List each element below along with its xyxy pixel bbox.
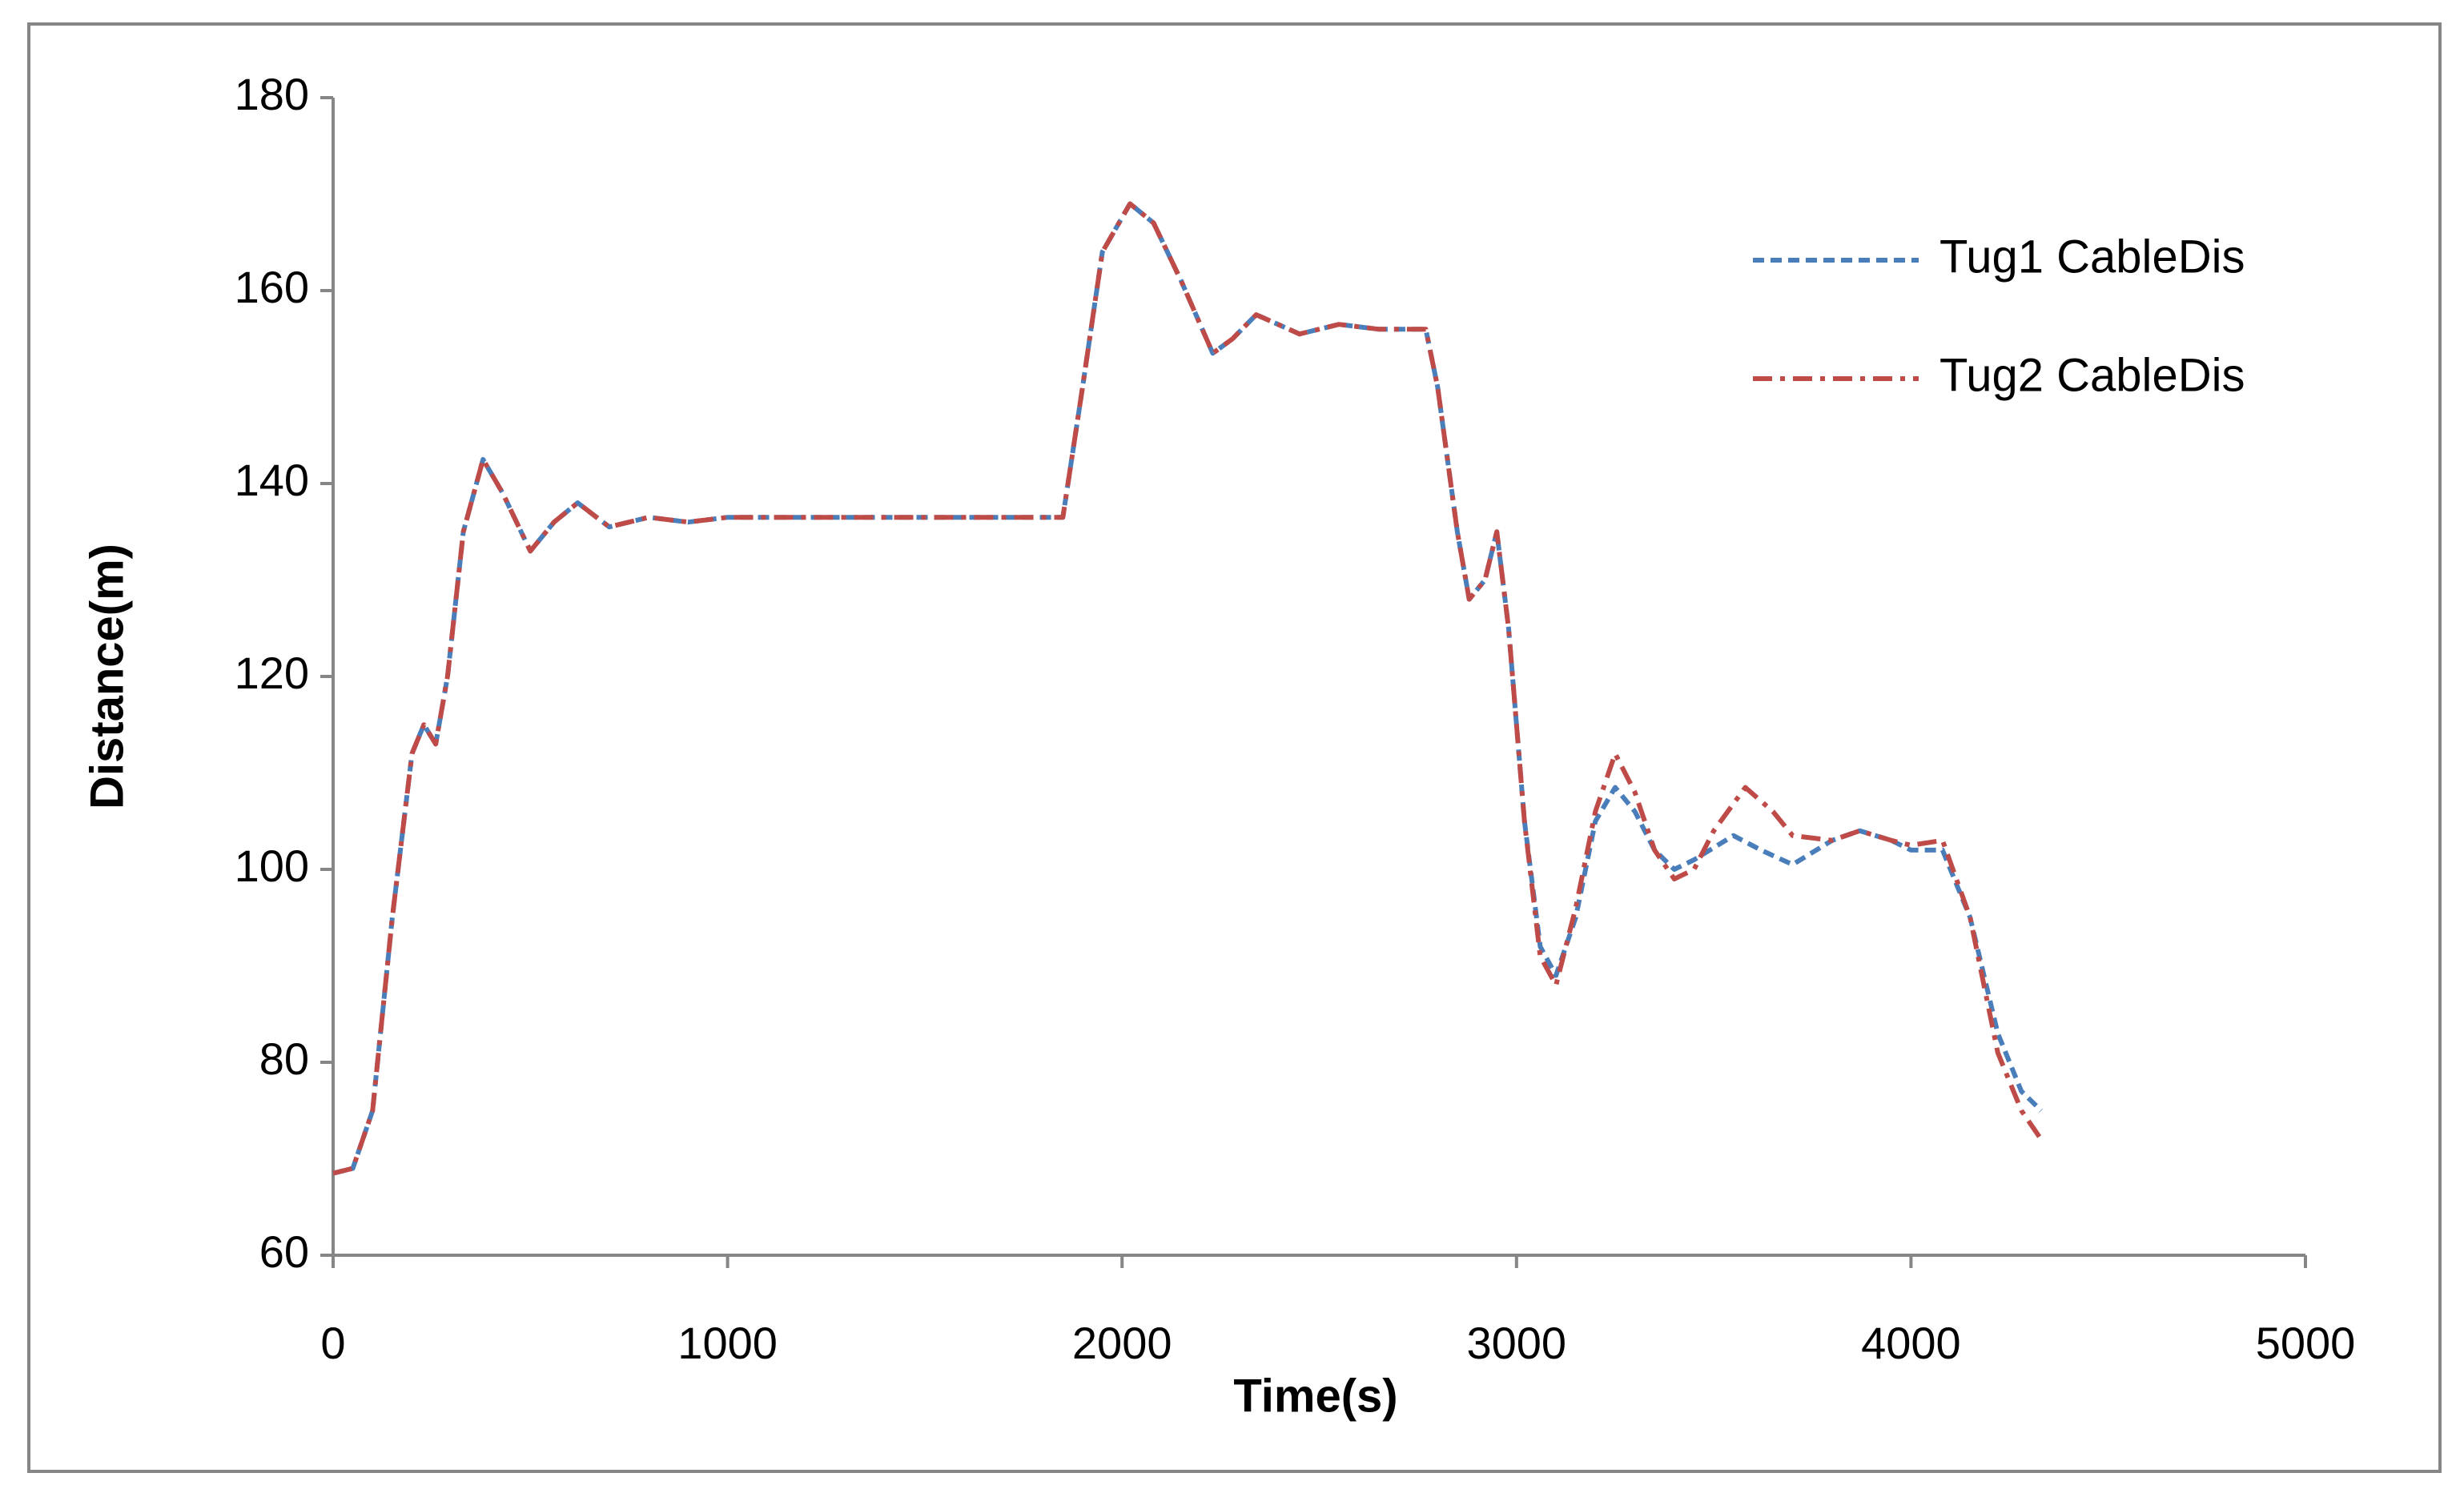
y-tick-label: 80 (259, 1033, 309, 1084)
legend-label: Tug1 CableDis (1939, 231, 2245, 283)
y-tick-label: 140 (235, 455, 309, 505)
x-tick-label: 2000 (1072, 1318, 1172, 1368)
x-tick-label: 3000 (1467, 1318, 1567, 1368)
series-line (332, 201, 2044, 1176)
x-axis-label: Time(s) (1233, 1370, 1397, 1422)
chart-border (27, 22, 2442, 1473)
y-tick-label: 120 (235, 648, 309, 698)
y-tick-label: 160 (235, 262, 309, 312)
series-line (332, 201, 2044, 1176)
x-tick-label: 1000 (677, 1318, 778, 1368)
y-axis-label: Distance(m) (81, 544, 133, 809)
legend-label: Tug2 CableDis (1939, 349, 2245, 401)
y-tick-label: 100 (235, 841, 309, 891)
x-tick-label: 5000 (2256, 1318, 2356, 1368)
x-tick-label: 0 (320, 1318, 345, 1368)
y-tick-label: 60 (259, 1226, 309, 1277)
x-tick-label: 4000 (1861, 1318, 1961, 1368)
y-tick-label: 180 (235, 69, 309, 119)
